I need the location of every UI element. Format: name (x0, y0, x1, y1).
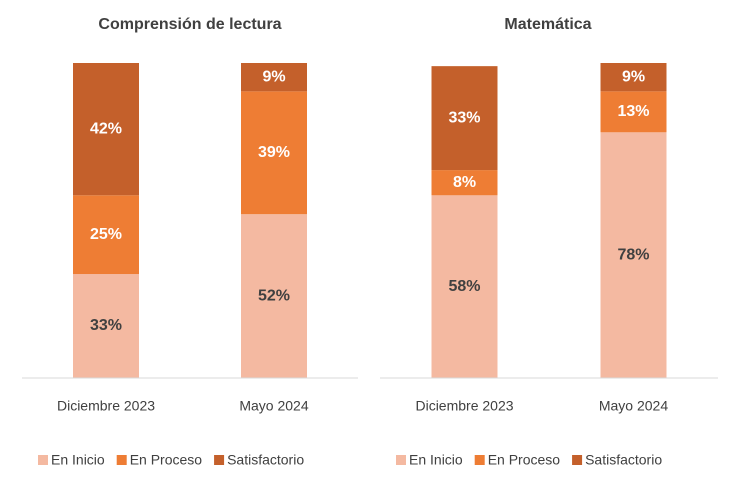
legend-label: En Inicio (409, 452, 463, 468)
bar-segment (73, 195, 139, 275)
data-label: 8% (453, 174, 476, 191)
x-tick-label: Diciembre 2023 (415, 398, 513, 414)
data-label: 13% (617, 103, 649, 120)
legend-label: Satisfactorio (585, 452, 662, 468)
legend-label: Satisfactorio (227, 452, 304, 468)
x-tick-label: Mayo 2024 (239, 398, 308, 414)
data-label: 52% (258, 287, 290, 304)
bar-segment (600, 91, 667, 133)
data-label: 33% (90, 317, 122, 334)
legend-swatch (214, 455, 225, 465)
legend-label: En Proceso (488, 452, 561, 468)
legend-swatch (38, 455, 48, 465)
bar-segment (600, 63, 667, 92)
data-label: 78% (617, 246, 649, 263)
bar-segment (431, 195, 498, 378)
bar-segment (241, 91, 307, 215)
bar-segment (600, 132, 667, 378)
bar-segment (73, 274, 139, 378)
data-label: 25% (90, 226, 122, 243)
data-label: 58% (448, 278, 480, 295)
bar-segment (73, 63, 139, 196)
bar-segment (431, 66, 498, 171)
bar-segment (241, 63, 307, 92)
bar-segment (241, 214, 307, 378)
legend-label: En Inicio (51, 452, 105, 468)
x-tick-label: Mayo 2024 (599, 398, 668, 414)
legend-label: En Proceso (130, 452, 203, 468)
legend-swatch (474, 455, 485, 465)
legend-swatch (116, 455, 127, 465)
data-label: 9% (622, 68, 645, 85)
legend-swatch (396, 455, 406, 465)
bar-segment (431, 170, 498, 196)
data-label: 9% (262, 68, 285, 85)
chart-title: Matemática (504, 16, 591, 33)
x-tick-label: Diciembre 2023 (57, 398, 155, 414)
data-label: 33% (448, 109, 480, 126)
chart-title: Comprensión de lectura (98, 16, 281, 33)
legend-swatch (572, 455, 583, 465)
data-label: 42% (90, 120, 122, 137)
data-label: 39% (258, 144, 290, 161)
